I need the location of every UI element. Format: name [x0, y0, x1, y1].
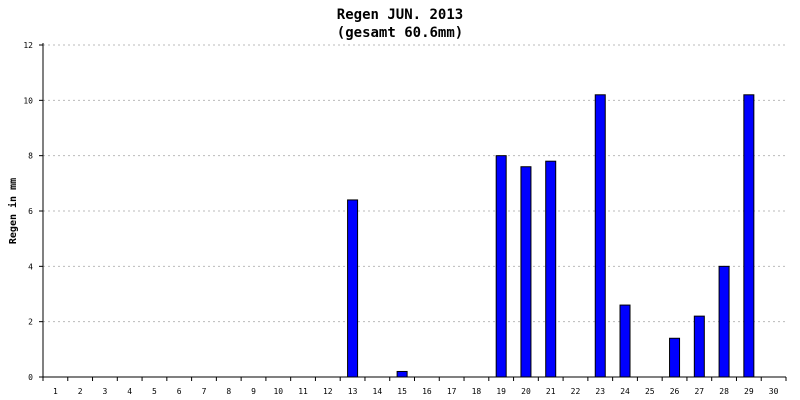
x-tick-label: 23 [595, 387, 605, 396]
gridlines [43, 44, 786, 323]
x-tick-label: 4 [127, 387, 132, 396]
x-tick-label: 14 [373, 387, 383, 396]
x-tick-label: 17 [447, 387, 457, 396]
x-tick-label: 25 [645, 387, 655, 396]
x-tick-label: 1 [53, 387, 58, 396]
axes [39, 43, 787, 381]
bars [347, 94, 755, 378]
x-tick-label: 10 [273, 387, 283, 396]
bar [718, 265, 730, 378]
bar [693, 315, 705, 378]
bar [594, 94, 606, 378]
x-tick-label: 27 [694, 387, 704, 396]
x-tick-label: 26 [670, 387, 680, 396]
x-tick-label: 30 [769, 387, 779, 396]
x-tick-label: 19 [496, 387, 506, 396]
x-tick-label: 22 [571, 387, 581, 396]
x-tick-label: 9 [251, 387, 256, 396]
y-tick-label: 8 [28, 152, 33, 161]
x-tick-label: 16 [422, 387, 432, 396]
bar [669, 337, 681, 378]
y-axis-label: Regen in mm [7, 178, 19, 244]
bar [520, 166, 532, 378]
x-tick-label: 20 [521, 387, 531, 396]
bar [347, 199, 359, 378]
x-tick-label: 24 [620, 387, 630, 396]
y-tick-label: 4 [28, 262, 33, 271]
bar [743, 94, 755, 378]
x-tick-label: 28 [719, 387, 729, 396]
x-tick-label: 12 [323, 387, 333, 396]
x-tick-label: 7 [202, 387, 207, 396]
bar [396, 370, 408, 378]
x-tick-label: 2 [78, 387, 83, 396]
x-tick-label: 15 [397, 387, 407, 396]
bar [495, 155, 507, 378]
x-tick-labels: 1 2 3 4 5 6 7 8 9 10 11 12 13 14 15 16 17 18 19 20 21 22 23 24 2… [53, 387, 779, 396]
x-tick-label: 18 [472, 387, 482, 396]
x-tick-label: 8 [226, 387, 231, 396]
x-tick-label: 13 [348, 387, 358, 396]
bar [545, 160, 557, 378]
x-tick-label: 29 [744, 387, 754, 396]
y-tick-label: 12 [23, 41, 33, 50]
chart-subtitle: (gesamt 60.6mm) [337, 25, 463, 41]
x-tick-label: 6 [177, 387, 182, 396]
y-tick-label: 6 [28, 207, 33, 216]
x-tick-label: 11 [298, 387, 308, 396]
bar [619, 304, 631, 378]
y-tick-label: 0 [28, 373, 33, 382]
chart-title: Regen JUN. 2013 [337, 7, 463, 23]
y-tick-label: 10 [23, 96, 33, 105]
y-tick-labels: 0 2 4 6 8 10 12 [23, 41, 33, 382]
x-tick-label: 3 [103, 387, 108, 396]
x-tick-label: 5 [152, 387, 157, 396]
x-tick-label: 21 [546, 387, 556, 396]
y-tick-label: 2 [28, 318, 33, 327]
